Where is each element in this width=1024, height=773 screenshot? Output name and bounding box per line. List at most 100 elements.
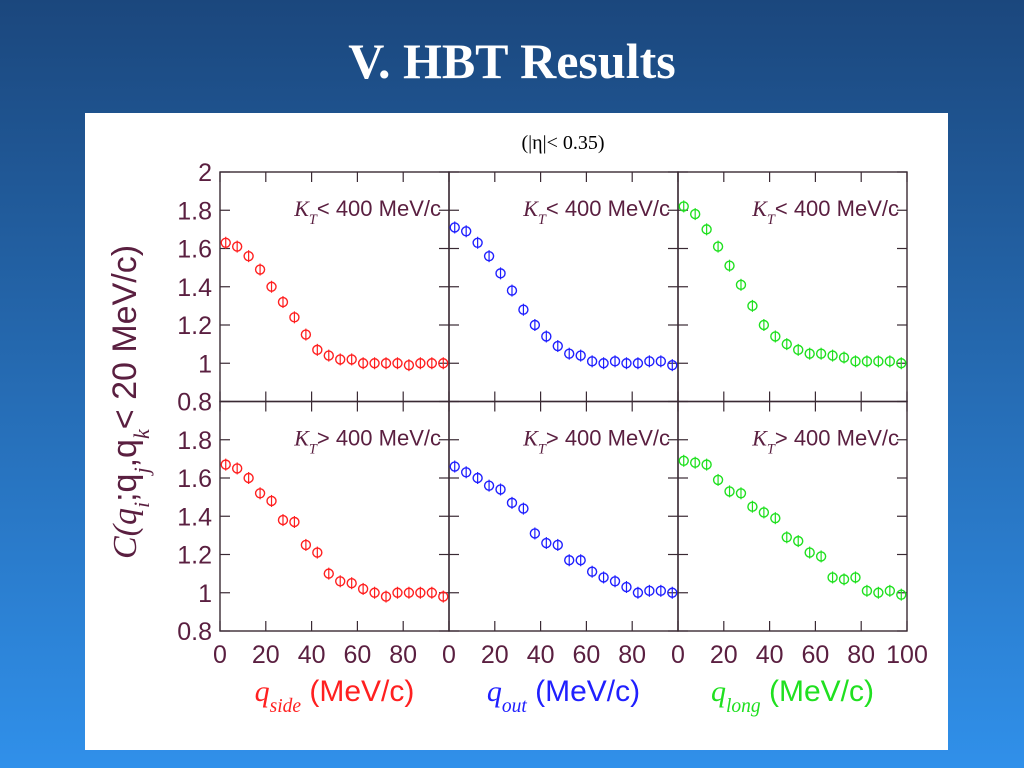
data-point bbox=[678, 454, 689, 467]
data-point bbox=[667, 359, 678, 372]
data-point bbox=[449, 460, 460, 473]
data-point bbox=[621, 357, 632, 370]
data-point bbox=[415, 357, 426, 370]
data-point bbox=[460, 466, 472, 479]
x-tick-label: 40 bbox=[527, 641, 555, 669]
data-point bbox=[380, 590, 392, 603]
data-point bbox=[506, 284, 518, 297]
data-point bbox=[712, 473, 724, 486]
y-tick-label: 1.8 bbox=[177, 427, 212, 455]
label-part: < 400 MeV/c bbox=[775, 196, 899, 221]
data-point bbox=[552, 538, 563, 551]
label-part: < 20 MeV/c) bbox=[106, 245, 144, 429]
label-part: > 400 MeV/c bbox=[317, 426, 441, 451]
data-point bbox=[873, 586, 884, 599]
data-point bbox=[346, 353, 357, 366]
x-tick-label: 0 bbox=[671, 641, 685, 669]
data-point bbox=[552, 340, 563, 353]
data-point bbox=[392, 357, 403, 370]
data-point bbox=[518, 502, 529, 515]
data-point bbox=[460, 225, 472, 238]
label-part: q bbox=[711, 675, 726, 708]
data-point bbox=[873, 355, 884, 368]
data-point bbox=[300, 328, 312, 341]
subscript: k bbox=[129, 428, 154, 439]
data-point bbox=[323, 567, 334, 580]
label-part: C(q bbox=[107, 508, 144, 559]
x-tick-label: 20 bbox=[252, 641, 280, 669]
data-point bbox=[346, 577, 357, 590]
data-point bbox=[644, 355, 655, 368]
data-point bbox=[793, 535, 804, 548]
label-part: q bbox=[487, 675, 502, 708]
x-tick-label: 80 bbox=[847, 641, 875, 669]
y-tick-label: 1.6 bbox=[177, 465, 212, 493]
data-point bbox=[403, 359, 415, 372]
data-point bbox=[312, 343, 323, 356]
data-point bbox=[312, 546, 323, 559]
data-point bbox=[861, 355, 873, 368]
data-point bbox=[529, 527, 541, 540]
label-part: (MeV/c) bbox=[761, 675, 874, 708]
data-point bbox=[220, 236, 231, 249]
label-part: < 400 MeV/c bbox=[317, 196, 441, 221]
data-point bbox=[415, 586, 426, 599]
panel-annotation: KT< 400 MeV/c bbox=[293, 196, 441, 228]
panel-annotation: KT> 400 MeV/c bbox=[522, 426, 670, 458]
data-point bbox=[369, 357, 380, 370]
data-point bbox=[712, 240, 724, 253]
x-tick-label: 60 bbox=[801, 641, 829, 669]
data-point bbox=[438, 590, 449, 603]
data-point bbox=[598, 571, 609, 584]
data-point bbox=[735, 278, 747, 291]
data-point bbox=[529, 319, 541, 331]
data-point bbox=[357, 357, 369, 370]
data-point bbox=[655, 355, 667, 368]
y-tick-label: 0.8 bbox=[177, 389, 212, 417]
data-point bbox=[289, 311, 300, 324]
data-point bbox=[850, 355, 861, 368]
label-part: ;q bbox=[106, 474, 144, 502]
subscript: side bbox=[270, 696, 302, 717]
subscript: T bbox=[309, 442, 318, 458]
subscript: T bbox=[538, 442, 547, 458]
data-point bbox=[426, 586, 438, 599]
data-point bbox=[518, 303, 529, 316]
label-part: (MeV/c) bbox=[301, 675, 414, 708]
data-point bbox=[827, 349, 838, 362]
data-point bbox=[380, 357, 392, 370]
data-point bbox=[323, 349, 334, 362]
data-point bbox=[793, 343, 804, 356]
data-point bbox=[564, 554, 575, 567]
label-part: K bbox=[293, 426, 310, 451]
data-point bbox=[483, 479, 495, 492]
y-tick-label: 1 bbox=[198, 580, 212, 608]
data-point bbox=[541, 537, 552, 550]
data-point bbox=[300, 538, 312, 551]
data-point bbox=[243, 250, 254, 263]
y-tick-label: 1.4 bbox=[177, 274, 212, 302]
label-part: K bbox=[751, 196, 768, 221]
data-point bbox=[254, 487, 266, 500]
data-point bbox=[884, 355, 896, 368]
x-tick-label: 20 bbox=[710, 641, 738, 669]
x-tick-label: 40 bbox=[756, 641, 784, 669]
data-point bbox=[289, 515, 300, 528]
x-tick-label: 40 bbox=[298, 641, 326, 669]
data-point bbox=[884, 584, 896, 597]
data-point bbox=[701, 223, 712, 236]
data-point bbox=[815, 347, 827, 360]
label-part: > 400 MeV/c bbox=[546, 426, 670, 451]
label-part: q bbox=[255, 675, 270, 708]
data-point bbox=[896, 357, 907, 370]
data-point bbox=[392, 586, 403, 599]
data-point bbox=[472, 236, 483, 249]
data-point bbox=[277, 514, 289, 527]
data-point bbox=[266, 494, 277, 507]
data-point bbox=[495, 267, 506, 280]
y-tick-label: 0.8 bbox=[177, 618, 212, 646]
data-point bbox=[724, 259, 735, 272]
data-point bbox=[781, 531, 792, 544]
data-point bbox=[758, 506, 770, 519]
